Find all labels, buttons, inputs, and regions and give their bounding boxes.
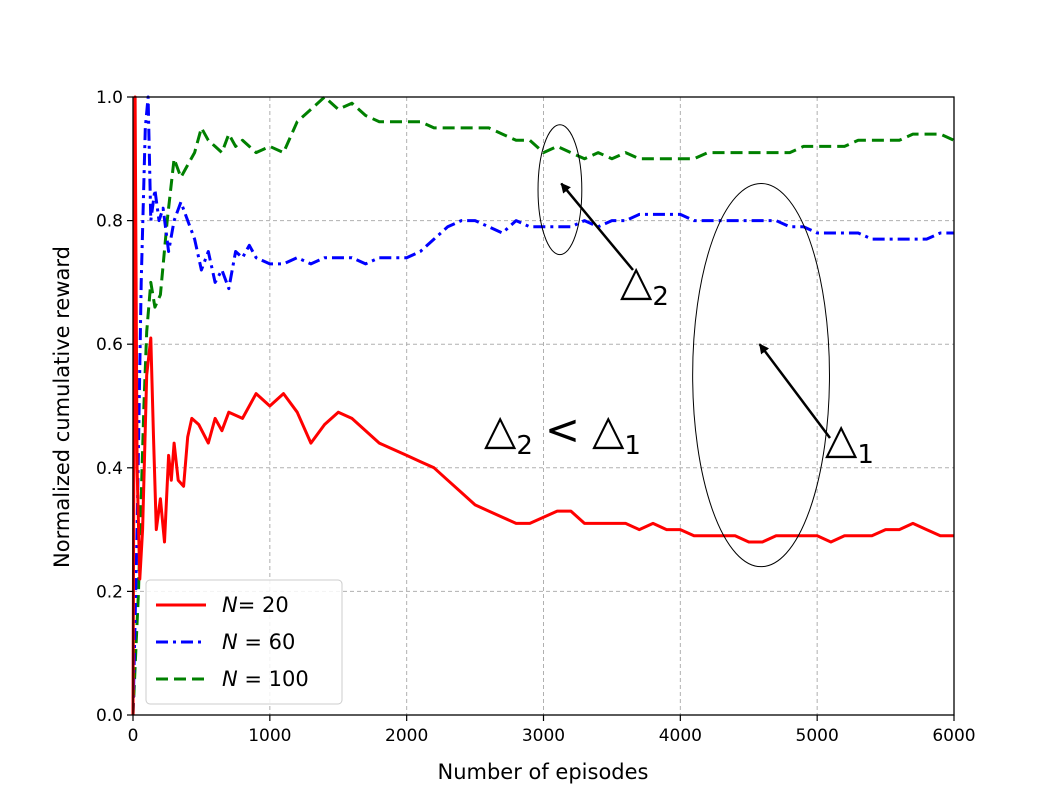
series-line-0: [131, 95, 954, 716]
delta2-label: △2: [620, 256, 669, 312]
legend-label-n60: N = 60: [222, 630, 295, 654]
ellipse-delta1: [692, 183, 830, 568]
series-line-1: [131, 95, 954, 716]
annotation-labels: △2 △1 △2 < △1: [484, 256, 874, 470]
x-tick-label: 5000: [796, 726, 839, 746]
delta1-arrow: [758, 343, 832, 439]
annotations: [537, 124, 832, 568]
x-tick-label: 3000: [522, 726, 565, 746]
legend-box: [145, 579, 343, 705]
y-tick-label: 0.0: [96, 706, 123, 726]
x-tick-label: 4000: [659, 726, 702, 746]
y-tick-label: 0.4: [96, 459, 123, 479]
y-tick-label: 0.6: [96, 335, 123, 355]
delta2-arrow: [560, 182, 634, 271]
x-axis-title: Number of episodes: [437, 760, 648, 784]
x-tick-label: 0: [128, 726, 139, 746]
legend-item-n100: N = 100: [156, 667, 309, 691]
legend-label-n100: N = 100: [222, 667, 309, 691]
legend-item-n20: N= 20: [156, 593, 289, 617]
legend-item-n60: N = 60: [156, 630, 295, 654]
y-axis-title: Normalized cumulative reward: [50, 246, 74, 568]
delta1-label: △1: [825, 414, 874, 470]
series-layer: [131, 95, 955, 716]
y-tick-label: 0.2: [96, 582, 123, 602]
x-tick-label: 6000: [932, 726, 975, 746]
ticks: 0 1000 2000 3000 4000 5000 6000 0.0 0.2 0.4 0.6 0.8…: [96, 88, 976, 746]
legend: N= 20 N = 60 N = 100: [145, 579, 343, 705]
ellipse-delta2: [537, 124, 583, 256]
y-tick-label: 0.8: [96, 212, 123, 232]
y-tick-label: 1.0: [96, 88, 123, 108]
x-tick-label: 2000: [385, 726, 428, 746]
legend-label-n20: N= 20: [222, 593, 289, 617]
series-line-2: [131, 95, 955, 716]
x-tick-label: 1000: [248, 726, 291, 746]
relation-label: △2 < △1: [484, 405, 641, 461]
